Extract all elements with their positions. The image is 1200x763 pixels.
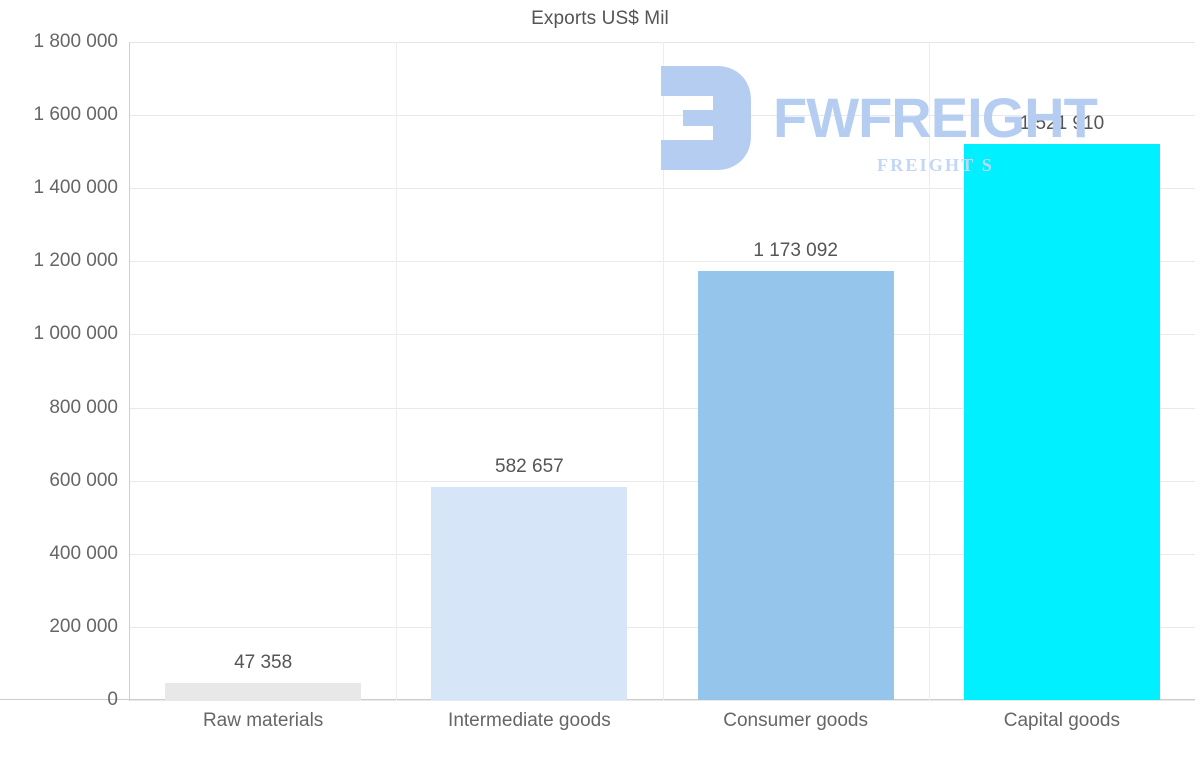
gridline-horizontal [130,334,1195,336]
chart-title: Exports US$ Mil [531,8,669,29]
gridline-horizontal [130,188,1195,190]
y-axis-tick-label: 1 800 000 [33,31,118,52]
bar[interactable] [698,271,894,700]
gridline-vertical [929,42,930,700]
y-axis-tick-label: 1 400 000 [33,177,118,199]
y-axis-tick-label: 1 000 000 [33,323,118,345]
gridline-horizontal [130,407,1195,409]
gridline-horizontal [130,700,1195,701]
y-axis-tick-label: 1 200 000 [33,250,118,272]
bar-value-label: 47 358 [234,651,293,673]
y-axis-line [129,42,130,701]
y-axis-tick-label: 800 000 [49,396,118,418]
gridline-horizontal [130,626,1195,628]
y-axis-tick-label: 1 600 000 [33,104,118,126]
x-axis-tick-label: Consumer goods [723,710,868,731]
bar-value-label: 1 521 910 [1019,112,1105,134]
y-axis-tick-label: 600 000 [49,469,118,491]
x-axis-tick-label: Raw materials [202,710,324,731]
x-axis-tick-label: Intermediate goods [448,710,611,731]
bar[interactable] [431,487,627,700]
gridline-horizontal [130,480,1195,482]
plot-area [0,42,1195,701]
y-axis-tick-label: 400 000 [49,542,118,564]
x-axis-tick-label: Capital goods [1003,710,1120,731]
gridline-horizontal [130,42,1195,43]
gridline-horizontal [130,261,1195,263]
gridline-horizontal [130,553,1195,555]
y-axis-tick-label: 0 [107,689,118,710]
bar[interactable] [165,682,361,700]
bar-value-label: 582 657 [495,456,564,477]
y-axis-tick-label: 200 000 [49,615,118,637]
bar-value-label: 1 173 092 [753,240,838,262]
gridline-vertical [396,42,397,700]
gridline-vertical [663,42,664,700]
bar[interactable] [964,143,1160,700]
